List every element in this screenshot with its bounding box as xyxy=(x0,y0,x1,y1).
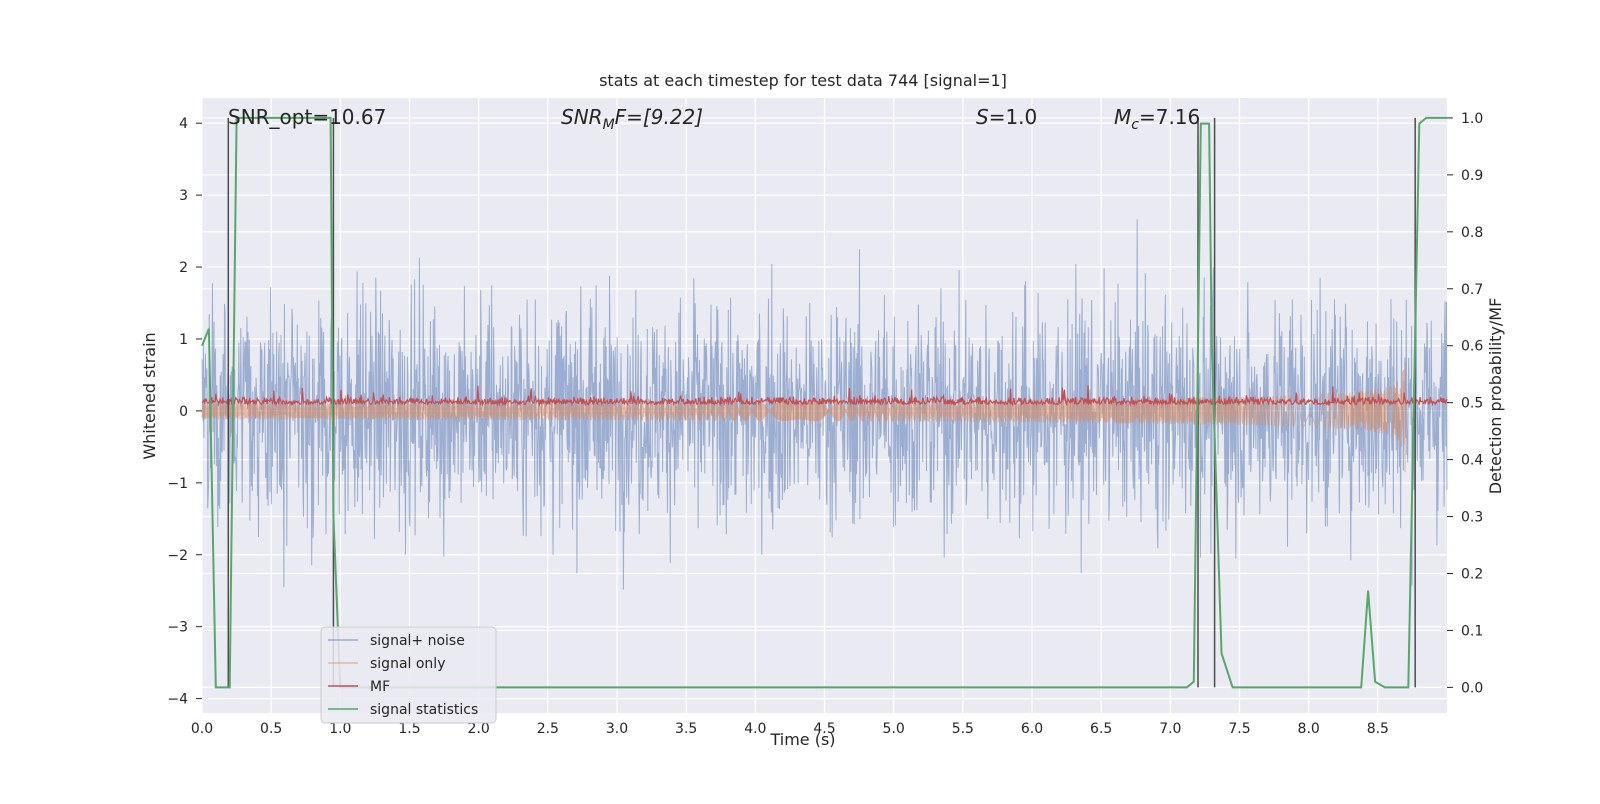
y-right-tick-label: 0.1 xyxy=(1461,623,1483,639)
x-tick-label: 4.0 xyxy=(744,721,766,737)
annotation-mc: Mc=7.16 xyxy=(1114,105,1200,133)
signal-statistics-series xyxy=(201,116,1447,689)
mf-line xyxy=(201,385,1448,407)
y-tick-label: 3 xyxy=(179,188,188,204)
x-tick-label: 5.5 xyxy=(952,721,974,737)
x-tick-label: 8.5 xyxy=(1367,721,1389,737)
legend-label: signal statistics xyxy=(370,702,478,718)
x-tick-label: 5.0 xyxy=(883,721,905,737)
chart-title: stats at each timestep for test data 744… xyxy=(599,71,1007,90)
x-tick-label: 3.5 xyxy=(675,721,697,737)
y-right-tick-label: 0.2 xyxy=(1461,566,1483,582)
signal-statistics-line xyxy=(201,116,1447,689)
legend-label: signal only xyxy=(370,656,445,672)
legend-label: MF xyxy=(370,679,390,695)
y-tick-label: 4 xyxy=(179,116,188,132)
x-axis-label: Time (s) xyxy=(769,730,835,749)
y-right-tick-label: 0.9 xyxy=(1461,168,1483,184)
y-tick-label: −1 xyxy=(167,476,188,492)
y-right-tick-label: 0.6 xyxy=(1461,339,1483,355)
legend-label: signal+ noise xyxy=(370,633,465,649)
legend-item-signal-only: signal only xyxy=(328,656,445,672)
y-right-tick-label: 0.8 xyxy=(1461,225,1483,241)
annotation-snr-mf: SNRMF=[9.22] xyxy=(561,105,703,133)
y-right-tick-label: 0.0 xyxy=(1461,680,1483,696)
y-right-tick-label: 0.7 xyxy=(1461,282,1483,298)
x-tick-label: 8.0 xyxy=(1298,721,1320,737)
x-tick-label: 7.5 xyxy=(1228,721,1250,737)
x-tick-label: 2.0 xyxy=(468,721,490,737)
x-tick-label: 6.0 xyxy=(1021,721,1043,737)
y-tick-label: 2 xyxy=(179,260,188,276)
x-tick-label: 7.0 xyxy=(1159,721,1181,737)
y-right-tick-label: 0.4 xyxy=(1461,453,1483,469)
legend-item-mf: MF xyxy=(328,679,390,695)
annotation-s: S=1.0 xyxy=(976,105,1037,129)
x-tick-label: 1.5 xyxy=(398,721,420,737)
y-tick-label: −4 xyxy=(167,692,188,708)
mf-series xyxy=(201,385,1448,407)
tick-labels: 0.0 0.5 1.0 1.5 2.0 2.5 3.0 3.5 4.0 4.5 5.0 5.5 6.0 6… xyxy=(167,111,1483,737)
y-right-tick-label: 0.5 xyxy=(1461,396,1483,412)
y-axis-right-label: Detection probability/MF xyxy=(1486,298,1505,495)
y-axis-label: Whitened strain xyxy=(140,332,159,459)
y-tick-label: −3 xyxy=(167,620,188,636)
x-tick-label: 2.5 xyxy=(537,721,559,737)
annotation-snr-opt: SNR_opt=10.67 xyxy=(228,105,386,129)
x-tick-label: 4.5 xyxy=(813,721,835,737)
legend-item-signal-noise: signal+ noise xyxy=(328,633,465,649)
legend: signal+ noise signal only MF signal stat… xyxy=(320,626,497,724)
y-right-tick-label: 1.0 xyxy=(1461,111,1483,127)
legend-box xyxy=(320,626,497,724)
x-tick-label: 6.5 xyxy=(1090,721,1112,737)
x-tick-label: 1.0 xyxy=(329,721,351,737)
x-tick-label: 0.5 xyxy=(260,721,282,737)
y-tick-label: −2 xyxy=(167,548,188,564)
y-tick-label: 1 xyxy=(179,332,188,348)
y-right-tick-label: 0.3 xyxy=(1461,510,1483,526)
x-tick-label: 3.0 xyxy=(606,721,628,737)
x-tick-label: 0.0 xyxy=(191,721,213,737)
y-tick-label: 0 xyxy=(179,404,188,420)
legend-item-signal-statistics: signal statistics xyxy=(328,702,478,718)
